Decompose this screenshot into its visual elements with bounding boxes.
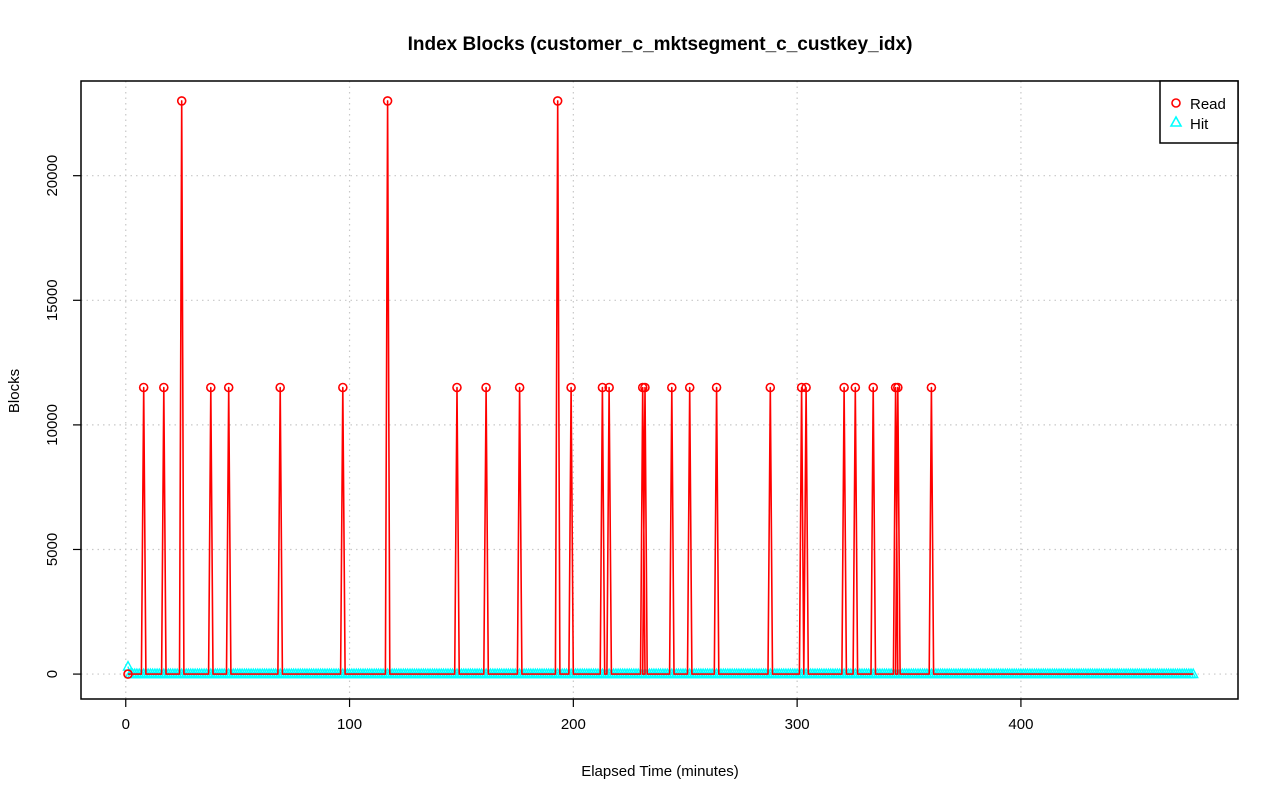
legend: Read Hit (1159, 80, 1239, 144)
read-point (926, 382, 937, 393)
grid-lines (81, 81, 1238, 699)
plot-frame (80, 80, 1239, 700)
read-point (382, 96, 393, 106)
read-point (667, 382, 677, 393)
read-point (893, 382, 903, 393)
read-point (604, 382, 614, 393)
read-point (839, 382, 849, 393)
x-tick-label: 300 (785, 716, 810, 733)
read-point (123, 669, 133, 679)
legend-hit-label: Hit (1190, 116, 1209, 133)
read-point (796, 382, 807, 393)
legend-read-label: Read (1190, 96, 1226, 113)
read-point (552, 96, 563, 106)
y-axis-label: Blocks (6, 369, 23, 413)
x-tick-label: 200 (561, 716, 586, 733)
read-line (128, 100, 1194, 675)
x-tick-label: 100 (337, 716, 362, 733)
read-point (801, 382, 811, 393)
legend-read-marker (1171, 98, 1181, 108)
read-point (338, 382, 348, 393)
y-tick-label: 5000 (44, 533, 61, 566)
y-tick-label: 10000 (44, 404, 61, 446)
read-point (765, 382, 776, 393)
read-point (275, 382, 285, 393)
legend-box (1159, 80, 1239, 144)
y-tick-label: 20000 (44, 155, 61, 197)
read-point (850, 382, 861, 393)
read-point (868, 382, 879, 393)
read-point (597, 382, 608, 393)
y-tick-label: 0 (44, 670, 61, 678)
y-tick-label: 15000 (44, 279, 61, 321)
x-axis-label: Elapsed Time (minutes) (581, 763, 739, 780)
x-tick-label: 0 (122, 716, 130, 733)
read-point (684, 382, 695, 393)
read-point (452, 382, 462, 393)
x-tick-label: 400 (1008, 716, 1033, 733)
read-point (176, 96, 187, 106)
read-point (566, 382, 576, 393)
read-point (223, 382, 234, 393)
read-point (205, 382, 216, 393)
read-point (138, 382, 149, 393)
read-point (640, 382, 650, 393)
read-point (711, 382, 722, 393)
legend-hit-marker (1169, 115, 1183, 127)
read-point (481, 382, 491, 393)
read-series (123, 96, 1194, 679)
read-point (159, 382, 169, 393)
axes: 0 100 200 300 400 0 5000 10000 15000 20000 (44, 80, 1239, 733)
read-point (514, 382, 525, 393)
chart-title: Index Blocks (customer_c_mktsegment_c_cu… (408, 34, 913, 55)
hit-series (122, 660, 1199, 679)
